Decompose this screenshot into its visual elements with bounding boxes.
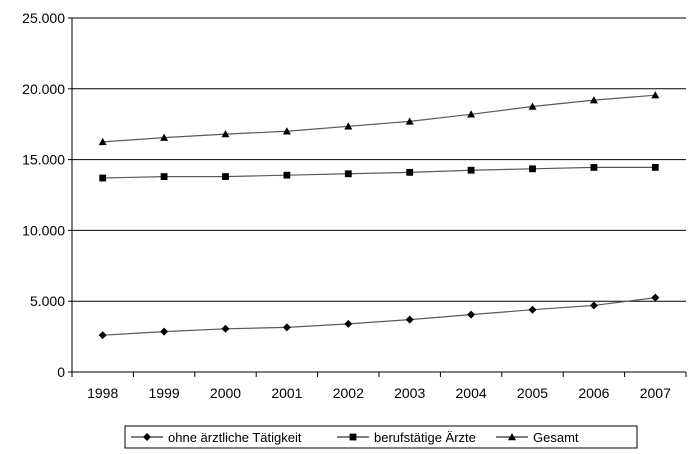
data-point [160,133,169,141]
y-tick-label: 5.000 [30,293,65,309]
legend-label: Gesamt [533,430,579,445]
x-tick-label: 2002 [333,385,364,401]
series-lines [98,91,660,340]
legend-label: berufstätige Ärzte [374,430,476,445]
x-tick-label: 1999 [149,385,180,401]
legend-marker [508,433,516,441]
legend-box [124,425,638,449]
data-point [344,170,352,178]
data-point [651,293,660,302]
data-point [221,324,230,333]
x-tick-label: 1998 [87,385,118,401]
legend-marker [349,433,357,441]
data-point [283,171,291,179]
data-point [406,168,414,176]
data-point [589,301,598,310]
data-point [589,96,598,104]
data-point [99,174,107,182]
data-point [282,127,291,135]
x-tick-label: 2006 [578,385,609,401]
data-point [405,315,414,324]
y-tick-label: 10.000 [22,222,65,238]
data-point [467,310,476,319]
data-point [467,110,476,118]
series-line-2 [102,94,656,143]
series-line-1 [102,166,656,179]
y-tick-label: 20.000 [22,81,65,97]
data-point [221,130,230,138]
y-tick-label: 0 [57,364,65,380]
data-point [529,165,536,173]
data-point [590,163,598,171]
data-point [528,102,537,110]
y-tick-label: 15.000 [22,152,65,168]
x-tick-label: 2004 [456,385,487,401]
data-point [98,137,107,146]
gridlines [72,17,686,302]
data-point [405,117,414,125]
series-line-0 [102,297,656,336]
x-tick-label: 2003 [394,385,425,401]
data-point [222,173,229,180]
x-tick-label: 2005 [517,385,548,401]
data-point [160,327,169,336]
data-point [344,122,353,130]
x-tick-label: 2000 [210,385,241,401]
data-point [282,323,291,332]
x-tick-label: 2007 [640,385,671,401]
legend-marker [143,433,151,441]
legend-label: ohne ärztliche Tätigkeit [168,430,302,445]
data-point [528,305,537,314]
data-point [651,91,660,99]
axes [68,17,687,377]
data-point [651,163,659,171]
data-point [344,319,353,328]
x-tick-label: 2001 [271,385,302,401]
data-point [98,331,107,340]
tick-labels: 0 5.000 10.000 15.000 20.000 25.000 1998 1999 20… [22,10,671,401]
y-tick-label: 25.000 [22,10,65,26]
legend: ohne ärztliche Tätigkeit berufstätige Ärz… [124,425,638,449]
data-point [160,173,168,180]
data-point [467,166,475,174]
